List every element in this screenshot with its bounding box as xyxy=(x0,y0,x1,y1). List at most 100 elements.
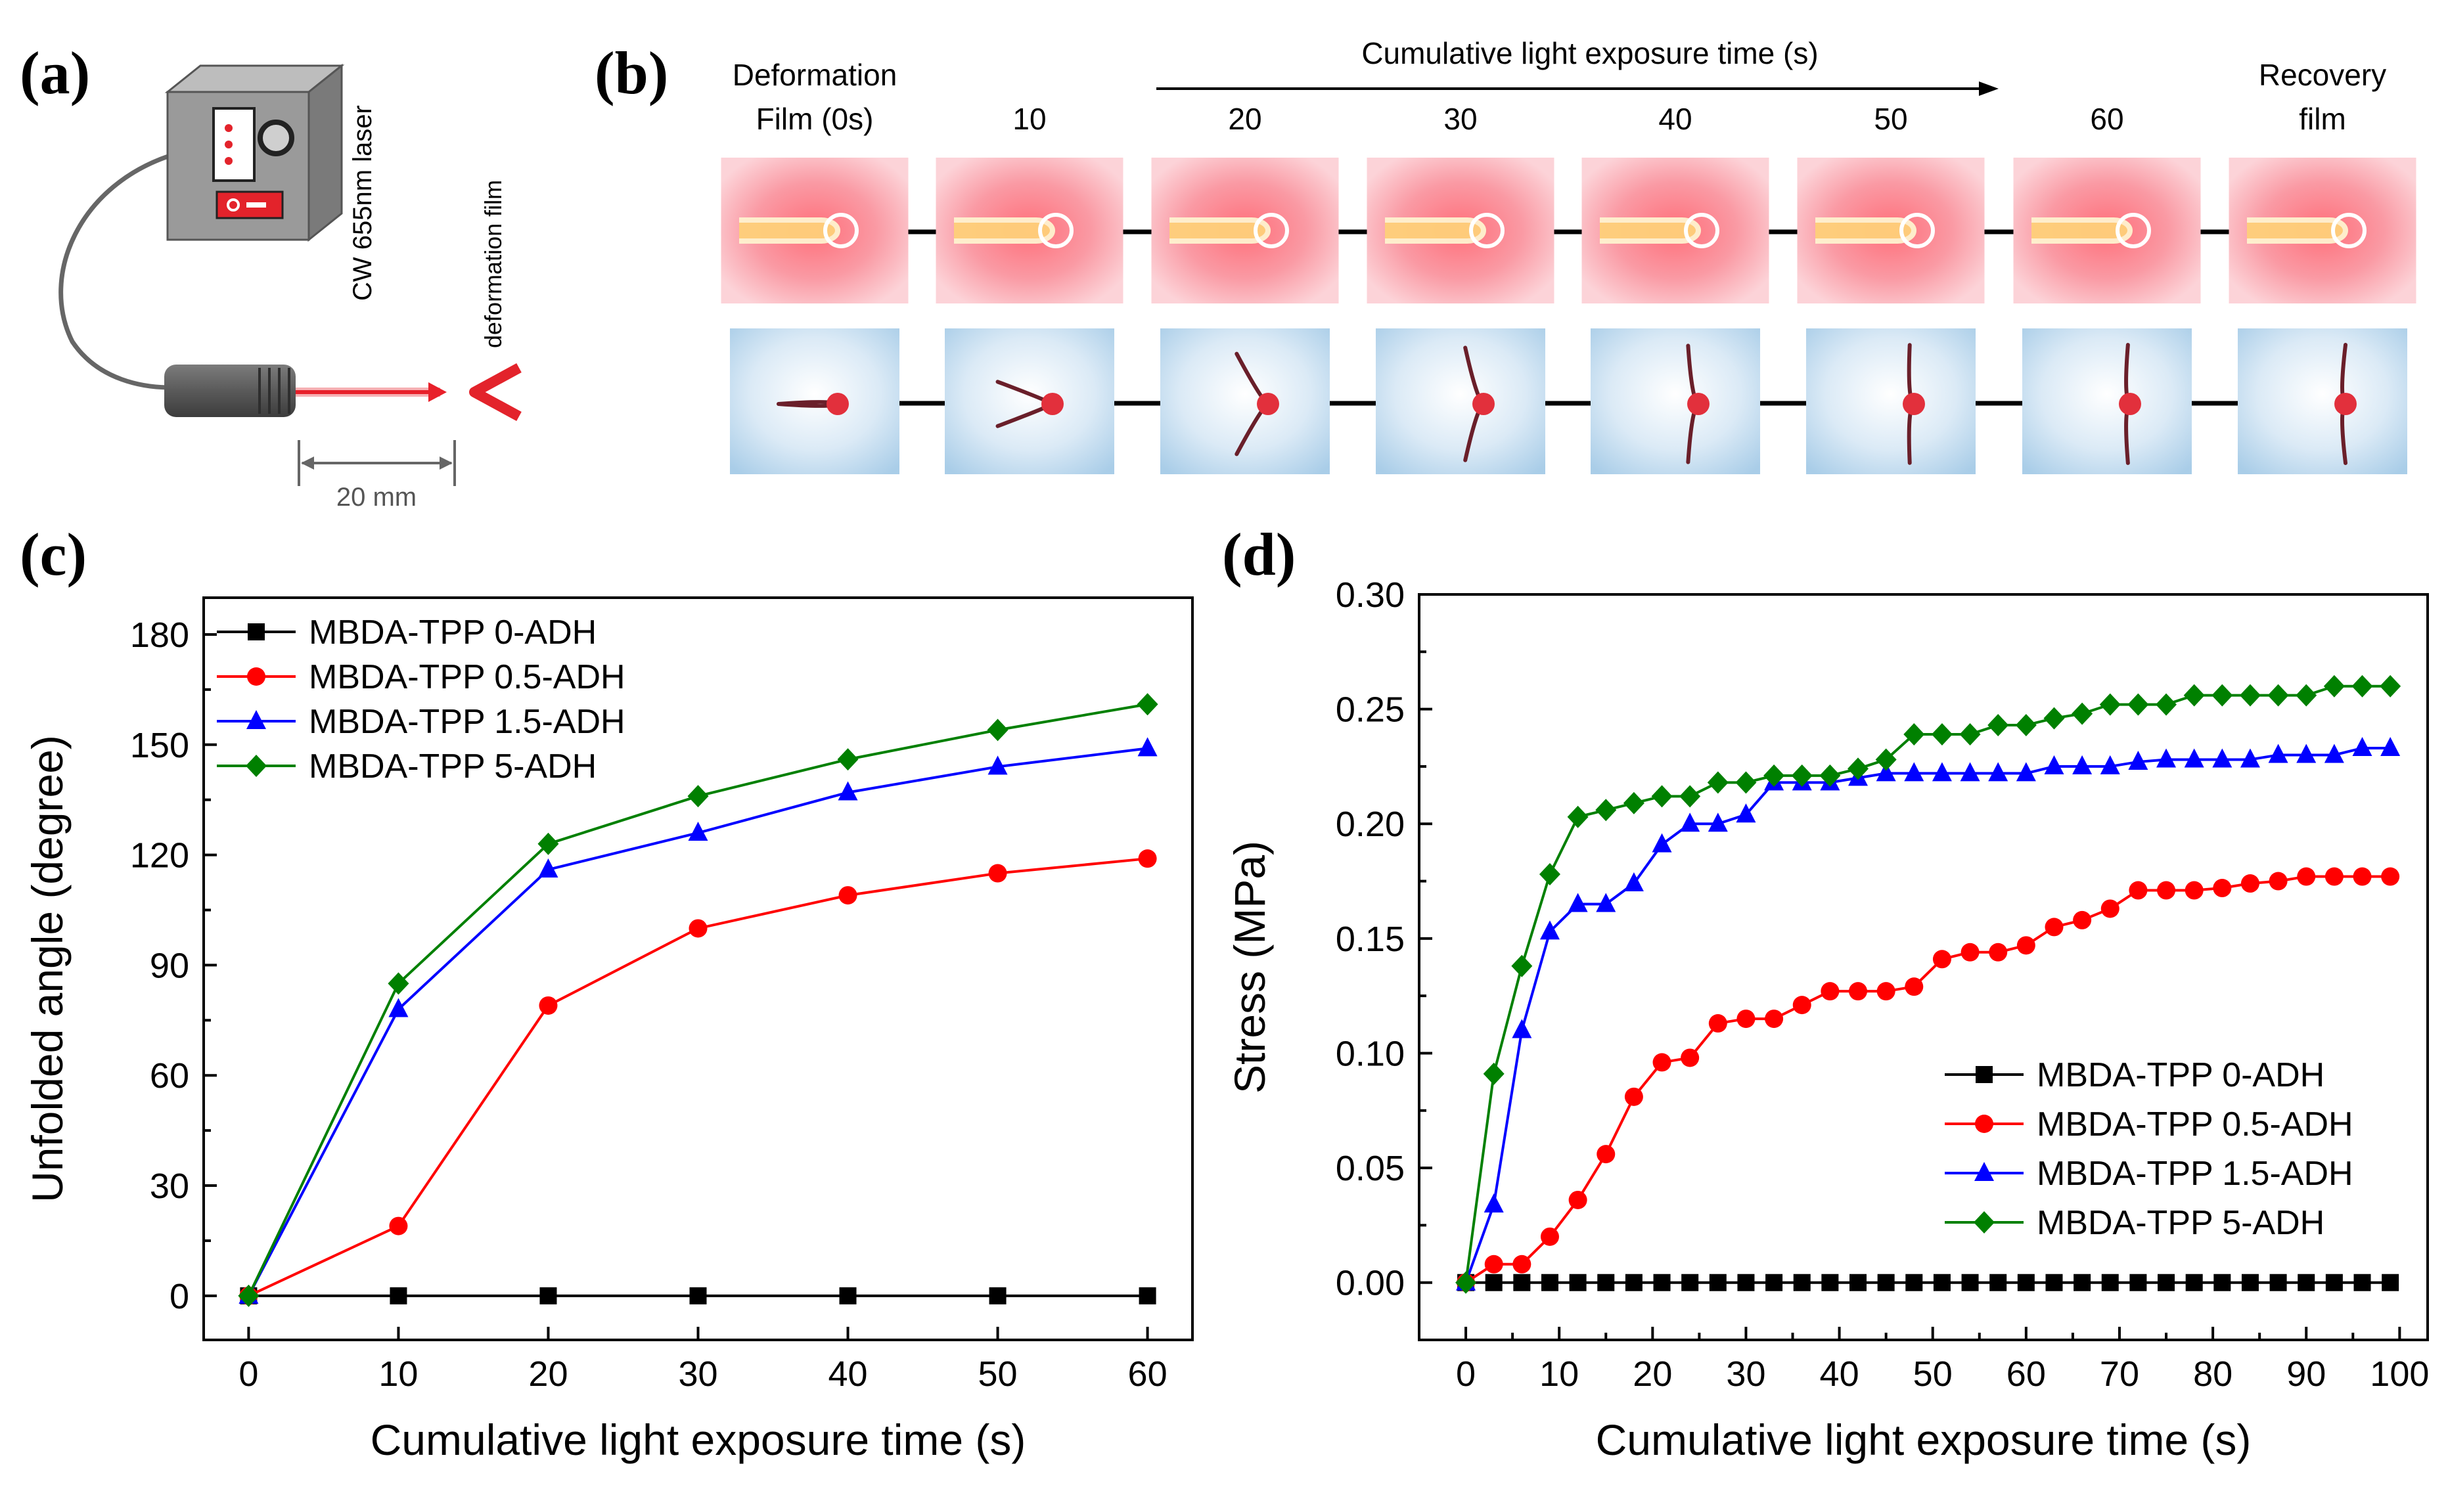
laser-cable xyxy=(58,152,175,390)
column-label-line1: Recovery xyxy=(2259,58,2386,92)
data-point xyxy=(1483,1062,1505,1085)
data-point xyxy=(838,781,858,801)
x-tick-label: 90 xyxy=(2286,1354,2326,1394)
film-photo-bg xyxy=(1376,328,1545,474)
data-point xyxy=(1877,1274,1895,1291)
laser-setup-illustration: CW 655nm laser deformation film 20 mm xyxy=(58,63,522,512)
data-point xyxy=(2156,693,2177,716)
heat-spot xyxy=(823,213,859,248)
series-line xyxy=(1464,746,2391,1283)
data-point xyxy=(2380,675,2401,698)
data-point xyxy=(539,1287,557,1304)
data-point xyxy=(1653,1274,1671,1291)
data-point xyxy=(1568,893,1588,912)
data-point xyxy=(1513,1274,1531,1291)
y-tick-label: 120 xyxy=(130,836,189,876)
data-point xyxy=(1484,1255,1503,1274)
data-point xyxy=(1849,1274,1867,1291)
data-point xyxy=(2323,675,2345,698)
legend-entry: MBDA-TPP 0.5-ADH xyxy=(2037,1105,2353,1144)
heat-spot xyxy=(1469,213,1505,248)
data-point xyxy=(2240,748,2260,768)
data-point xyxy=(987,755,1008,775)
data-point xyxy=(2324,744,2344,763)
film-photo xyxy=(2022,328,2192,474)
data-point xyxy=(1512,1019,1532,1038)
legend-marker xyxy=(246,710,266,729)
data-point xyxy=(1960,762,1980,782)
heated-film-shape xyxy=(2247,217,2348,244)
y-tick-label: 0.05 xyxy=(1336,1149,1405,1188)
data-point xyxy=(2352,736,2372,756)
series-mbda-tpp-0-adh xyxy=(1457,1274,2399,1291)
legend-entry: MBDA-TPP 0.5-ADH xyxy=(309,658,625,696)
data-point xyxy=(1623,872,1644,892)
data-point xyxy=(1791,764,1813,787)
data-point xyxy=(1138,849,1157,868)
data-point xyxy=(2296,684,2317,707)
heated-film-shape xyxy=(954,217,1055,244)
x-tick-label: 10 xyxy=(1539,1354,1579,1394)
data-point xyxy=(389,1216,408,1235)
legend-entry: MBDA-TPP 1.5-ADH xyxy=(2037,1155,2353,1193)
x-tick-label: 30 xyxy=(1726,1354,1765,1394)
glow-photo xyxy=(1367,158,1554,303)
heated-film-shape xyxy=(2031,217,2133,244)
data-point xyxy=(1847,757,1869,780)
data-point xyxy=(2015,714,2037,737)
film-photo-bg xyxy=(945,328,1114,474)
legend-entry: MBDA-TPP 5-ADH xyxy=(309,747,597,786)
data-point xyxy=(1597,1145,1616,1164)
x-tick-label: 70 xyxy=(2100,1354,2139,1394)
x-tick-label: 10 xyxy=(378,1354,418,1394)
series-mbda-tpp-1-5-adh xyxy=(238,737,1158,1304)
distance-bar xyxy=(298,440,456,486)
data-point xyxy=(1821,982,1840,1001)
data-point xyxy=(1737,1274,1755,1291)
header-arrow-icon xyxy=(1979,81,1999,96)
data-point xyxy=(2185,1274,2203,1291)
data-point xyxy=(2016,762,2036,782)
data-point xyxy=(2129,1274,2147,1291)
data-point xyxy=(2072,755,2093,774)
data-point xyxy=(2156,748,2177,768)
panel-label-d: (d) xyxy=(1222,521,1296,588)
film-fold-spot xyxy=(1257,393,1279,415)
data-point xyxy=(2239,684,2261,707)
data-point xyxy=(1905,1274,1923,1291)
x-tick-label: 40 xyxy=(1820,1354,1859,1394)
laser-head-icon xyxy=(164,365,296,417)
chart-stress: 0 10 20 30 40 50 60 70 80 90 100 0.00 0.05 0.10 0.15 0.… xyxy=(1225,575,2429,1464)
data-point xyxy=(1792,996,1811,1015)
distance-label: 20 mm xyxy=(336,483,417,512)
data-point xyxy=(390,1287,407,1304)
data-point xyxy=(1596,893,1616,912)
y-tick-label: 0.25 xyxy=(1336,690,1405,730)
film-fold-spot xyxy=(827,393,849,415)
data-point xyxy=(539,996,558,1015)
data-point xyxy=(2157,881,2176,900)
data-point xyxy=(1681,1048,1700,1067)
film-fold-spot xyxy=(2119,393,2141,415)
photo-sequence: Cumulative light exposure time (s) Deform… xyxy=(721,36,2416,474)
film-fold-spot xyxy=(1903,393,1925,415)
data-point xyxy=(1595,799,1617,822)
data-point xyxy=(1709,1274,1727,1291)
film-fold-spot xyxy=(2334,393,2357,415)
data-point xyxy=(1736,803,1756,823)
film-photo xyxy=(1376,328,1545,474)
series-line xyxy=(1464,684,2391,1283)
data-point xyxy=(1137,737,1158,757)
data-point xyxy=(1765,1010,1784,1029)
data-point xyxy=(2183,684,2205,707)
x-tick-label: 80 xyxy=(2193,1354,2233,1394)
panel-label-c: (c) xyxy=(20,521,87,588)
data-point xyxy=(1540,1227,1559,1246)
data-point xyxy=(2240,874,2259,893)
laser-label: CW 655nm laser xyxy=(348,105,377,301)
data-point xyxy=(1652,833,1672,853)
y-tick-label: 0.20 xyxy=(1336,805,1405,844)
legend-marker xyxy=(248,623,265,640)
data-point xyxy=(1989,943,2008,962)
